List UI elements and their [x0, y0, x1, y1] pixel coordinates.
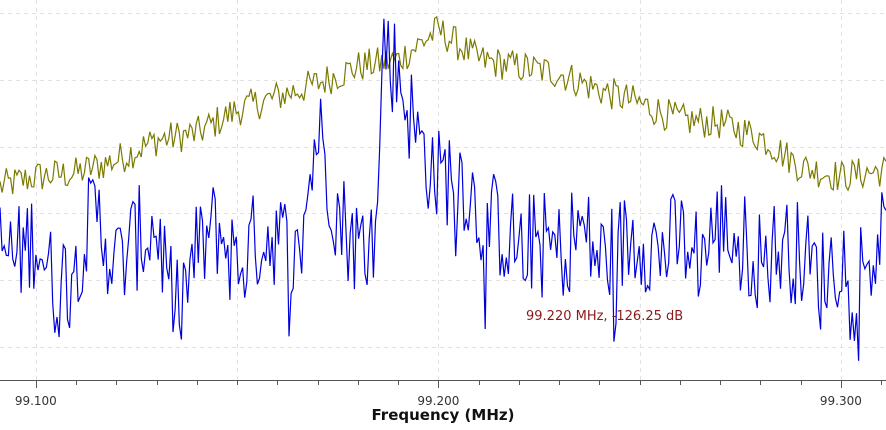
x-tick-label: 99.100: [15, 394, 57, 408]
series-line-2: [0, 18, 886, 361]
x-axis-label: Frequency (MHz): [371, 406, 515, 424]
series-line-1: [0, 15, 886, 195]
x-axis-ticks: 99.100 99.200 99.300: [15, 380, 882, 408]
grid-lines: [0, 0, 886, 380]
x-tick-label: 99.300: [820, 394, 862, 408]
cursor-readout: 99.220 MHz, -126.25 dB: [526, 309, 684, 324]
series-layer: [0, 15, 886, 361]
x-tick-label: 99.200: [417, 394, 459, 408]
